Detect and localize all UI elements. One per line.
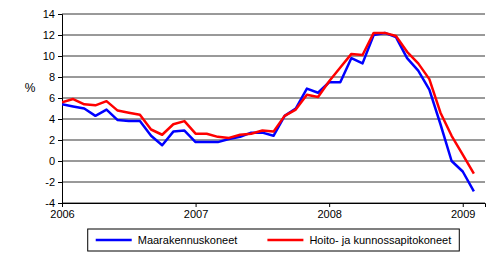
y-tick: 12 (43, 29, 62, 41)
series-line (62, 33, 474, 174)
y-tick-label: 6 (49, 92, 55, 104)
y-tick: 2 (49, 134, 62, 146)
y-tick-label: 10 (43, 50, 55, 62)
y-axis-title: % (25, 81, 36, 95)
x-tick: 2006 (50, 203, 74, 220)
y-axis-line (58, 15, 63, 204)
x-tick-mark (62, 203, 63, 207)
x-tick-mark (329, 203, 330, 207)
x-tick-label: 2007 (184, 208, 208, 220)
legend-swatch (267, 239, 303, 242)
plot-lines (62, 33, 474, 192)
grid-line (62, 161, 485, 162)
grid-line (62, 56, 485, 57)
x-tick-label: 2006 (50, 208, 74, 220)
grid-line (62, 98, 485, 99)
y-tick-label: 0 (49, 155, 55, 167)
x-axis-line (63, 204, 486, 208)
y-tick: -2 (45, 176, 62, 188)
grid-line (62, 182, 485, 183)
y-axis: -4-202468101214 (43, 8, 63, 209)
x-tick-label: 2008 (317, 208, 341, 220)
legend-swatch (96, 239, 132, 242)
grid-line (62, 35, 485, 36)
y-tick-mark (58, 56, 62, 57)
y-tick-label: 14 (43, 8, 55, 20)
y-tick-label: 2 (49, 134, 55, 146)
y-tick-mark (58, 77, 62, 78)
legend-label: Maarakennuskoneet (138, 234, 238, 246)
y-tick-mark (58, 35, 62, 36)
x-tick-mark (463, 203, 464, 207)
chart: -4-202468101214%2006200720082009Maaraken… (0, 0, 495, 268)
x-tick-mark (196, 203, 197, 207)
grid-line (62, 140, 485, 141)
y-tick-mark (58, 182, 62, 183)
legend: Maarakennuskoneet Hoito- ja kunnossapitok… (88, 229, 460, 251)
grid (62, 14, 485, 203)
y-tick-mark (58, 140, 62, 141)
grid-line (62, 14, 485, 15)
legend-item: Maarakennuskoneet (96, 234, 238, 246)
y-tick: 4 (49, 113, 62, 125)
y-tick: 0 (49, 155, 62, 167)
y-tick-label: 12 (43, 29, 55, 41)
y-tick-label: -2 (45, 176, 55, 188)
y-tick-mark (58, 98, 62, 99)
y-tick-mark (58, 161, 62, 162)
y-tick-label: 4 (49, 113, 55, 125)
x-tick: 2007 (184, 203, 208, 220)
y-tick-mark (58, 119, 62, 120)
grid-line (62, 119, 485, 120)
x-tick: 2009 (451, 203, 475, 220)
y-tick: 8 (49, 71, 62, 83)
y-tick-label: 8 (49, 71, 55, 83)
y-tick: 6 (49, 92, 62, 104)
y-tick: 10 (43, 50, 62, 62)
x-axis: 2006 2007 2008 2009 (50, 203, 485, 220)
legend-item: Hoito- ja kunnossapitokoneet (267, 234, 451, 246)
x-tick-label: 2009 (451, 208, 475, 220)
x-tick: 2008 (317, 203, 341, 220)
legend-box (88, 229, 460, 251)
y-tick: 14 (43, 8, 62, 20)
y-tick-mark (58, 14, 62, 15)
series-line (62, 33, 474, 192)
y-tick-mark (58, 203, 62, 204)
legend-label: Hoito- ja kunnossapitokoneet (309, 234, 451, 246)
